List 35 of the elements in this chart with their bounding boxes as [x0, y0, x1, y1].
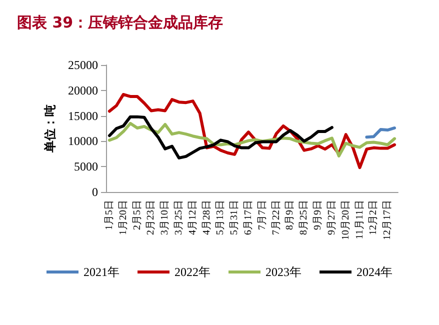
y-tick-label: 0: [92, 185, 98, 199]
x-tick-label: 4月28日: [201, 200, 212, 235]
legend-label: 2023年: [266, 265, 302, 279]
x-tick-label: 6月17日: [243, 200, 254, 235]
y-tick-label: 20000: [68, 83, 98, 98]
x-tick-label: 11月11日: [354, 200, 366, 240]
line-series: [108, 115, 334, 160]
legend-label: 2022年: [174, 265, 210, 279]
legend-label: 2024年: [356, 265, 392, 279]
x-tick-label: 12月17日: [382, 200, 394, 240]
y-tick-label: 10000: [68, 134, 98, 148]
x-tick-label: 1月20日: [118, 200, 129, 235]
x-tick-label: 7月22日: [270, 200, 282, 235]
x-tick-label: 2月23日: [146, 200, 157, 235]
x-tick-label: 8月25日: [298, 200, 310, 235]
x-tick-label: 4月12日: [187, 200, 198, 235]
x-tick-label: 12月2日: [368, 200, 380, 235]
x-tick-label: 9月9日: [312, 200, 324, 230]
chart-title: 图表 39：压铸锌合金成品库存: [17, 14, 224, 32]
line-series: [365, 126, 396, 139]
x-tick-label: 9月27日: [326, 200, 338, 235]
legend-label: 2021年: [84, 265, 120, 279]
x-tick-label: 8月9日: [284, 200, 296, 230]
x-tick-label: 3月10日: [160, 200, 171, 235]
y-tick-label: 5000: [74, 160, 98, 174]
y-axis-title: 单位：吨: [43, 104, 57, 154]
y-tick-label: 25000: [68, 58, 98, 72]
x-tick-label: 3月25日: [174, 200, 184, 235]
x-tick-label: 2月5日: [132, 200, 143, 230]
x-tick-label: 1月5日: [104, 200, 115, 230]
x-tick-label: 5月13日: [215, 200, 226, 235]
x-tick-label: 10月20日: [340, 200, 352, 240]
x-tick-label: 5月31日: [229, 200, 240, 235]
y-tick-label: 15000: [68, 108, 98, 123]
x-tick-label: 7月7日: [256, 200, 268, 230]
